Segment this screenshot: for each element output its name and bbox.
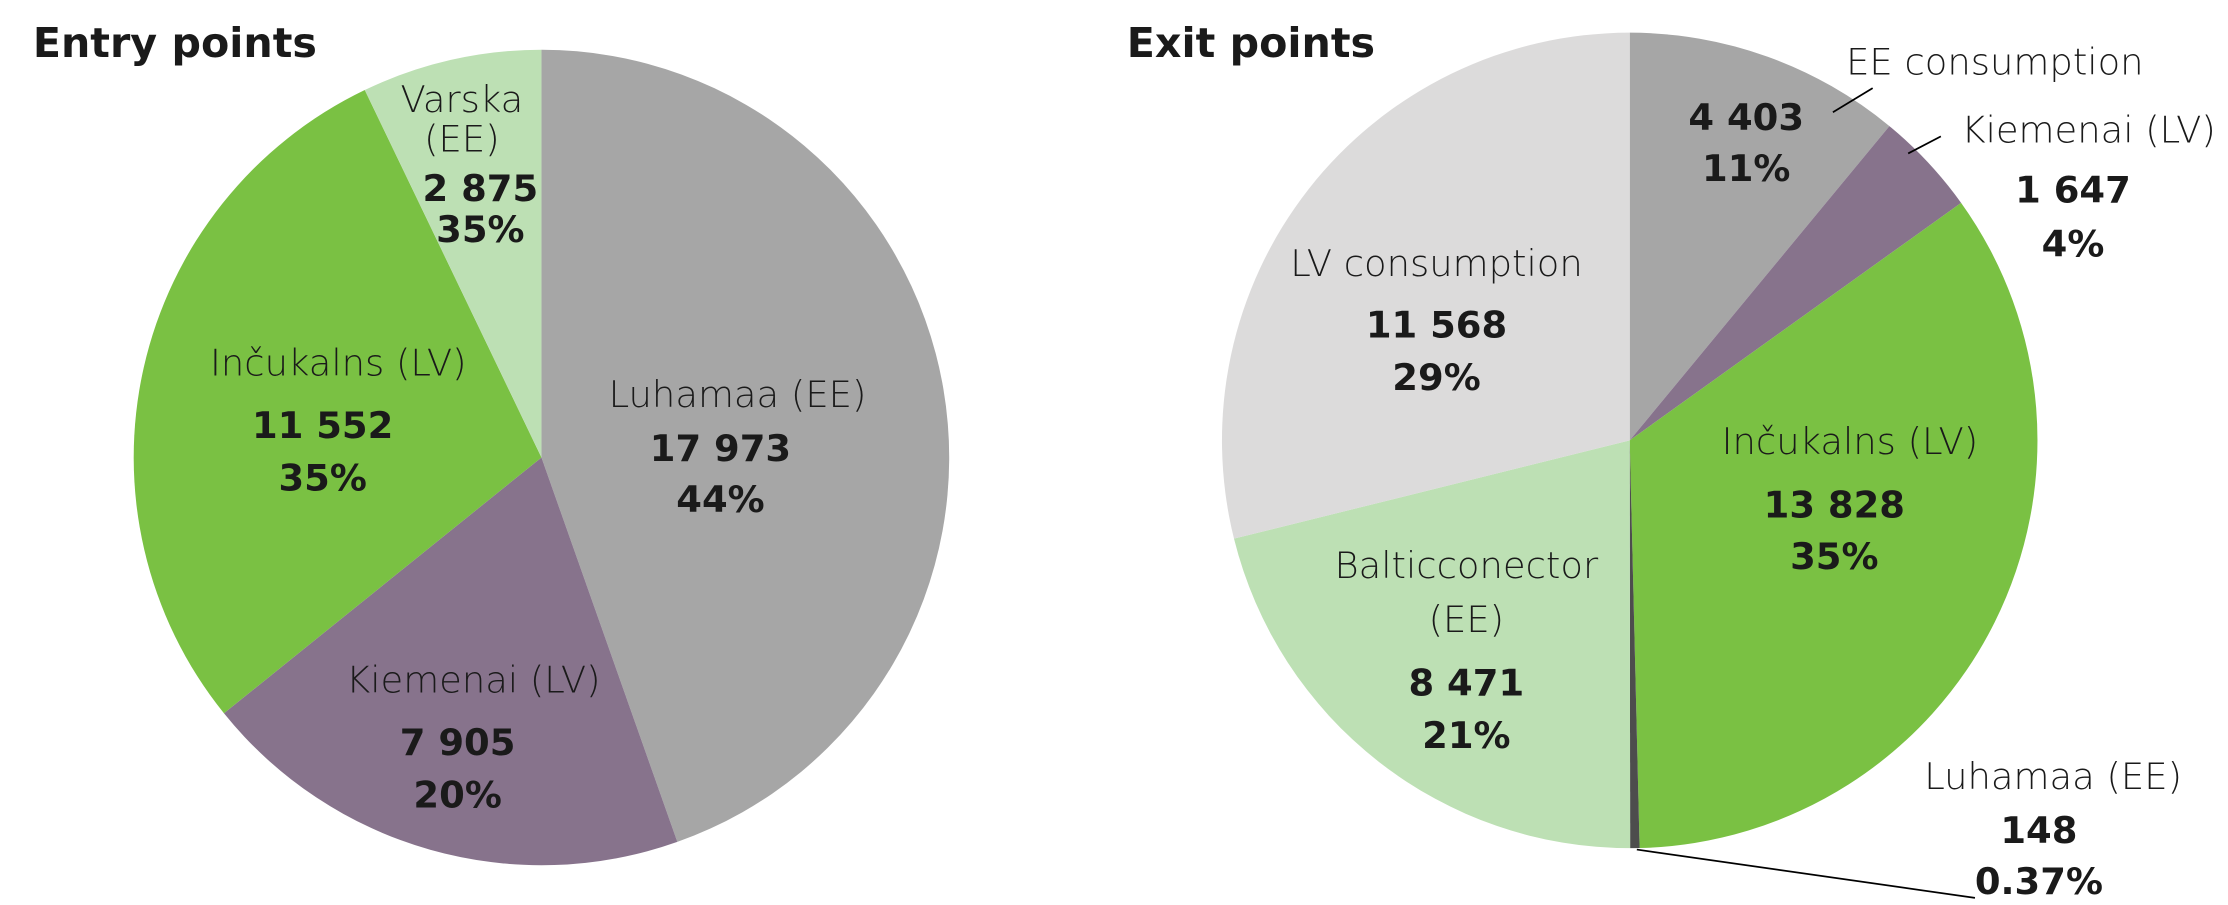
- value-label: 1 647: [2015, 168, 2131, 211]
- value-label: 8 471: [1409, 661, 1525, 704]
- percent-label: 4%: [2042, 222, 2105, 265]
- pie: [1221, 32, 2038, 849]
- percent-label: 29%: [1392, 356, 1480, 399]
- value-label: 13 828: [1764, 484, 1905, 527]
- percent-label: 35%: [1790, 535, 1878, 578]
- chart-title: Exit points: [1127, 19, 1375, 67]
- value-label: 11 568: [1366, 303, 1507, 346]
- percent-label: 35%: [278, 457, 366, 500]
- slice-label: Kiemenai (LV): [346, 658, 600, 701]
- value-label: 11 552: [252, 404, 393, 447]
- percent-label: 21%: [1422, 714, 1510, 757]
- percent-label: 11%: [1702, 147, 1790, 190]
- pie-slice: [1629, 126, 1962, 441]
- chart-title: Entry points: [33, 19, 317, 67]
- value-label: 7 905: [400, 721, 516, 764]
- slice-label: Luhamaa (EE): [1924, 755, 2182, 798]
- pie-slice: [133, 89, 542, 714]
- pie-slice: [223, 457, 678, 866]
- slice-label: Varska (EE): [400, 77, 523, 160]
- slice-label: Inčukalns (LV): [210, 342, 467, 385]
- percent-label: 0.37%: [1975, 860, 2103, 903]
- pie-slice: [1629, 202, 2038, 849]
- percent-label: 20%: [413, 774, 501, 817]
- pie-slice: [364, 49, 542, 458]
- value-label: 2 875: [423, 167, 539, 210]
- pie-slice: [1629, 32, 1890, 441]
- value-label: 17 973: [650, 427, 791, 470]
- leader-line: [1907, 135, 1942, 155]
- value-label: 148: [2000, 809, 2077, 852]
- value-label: 4 403: [1688, 96, 1804, 139]
- slice-label: Kiemenai (LV): [1961, 109, 2215, 152]
- percent-label: 35%: [436, 208, 524, 251]
- percent-label: 44%: [676, 478, 764, 521]
- pie-slice: [1629, 440, 1640, 849]
- leader-line: [1636, 848, 1976, 899]
- slice-label: Inčukalns (LV): [1722, 420, 1979, 463]
- slice-label: LV consumption: [1290, 242, 1583, 285]
- pie-slice: [541, 49, 950, 842]
- slice-label: Balticconector (EE): [1335, 543, 1599, 640]
- slice-label: EE consumption: [1846, 40, 2143, 83]
- pie-slice: [1221, 32, 1630, 539]
- pie: [133, 49, 950, 866]
- slice-label: Luhamaa (EE): [609, 373, 867, 416]
- pie-slice: [1233, 440, 1631, 849]
- leader-line: [1832, 87, 1874, 113]
